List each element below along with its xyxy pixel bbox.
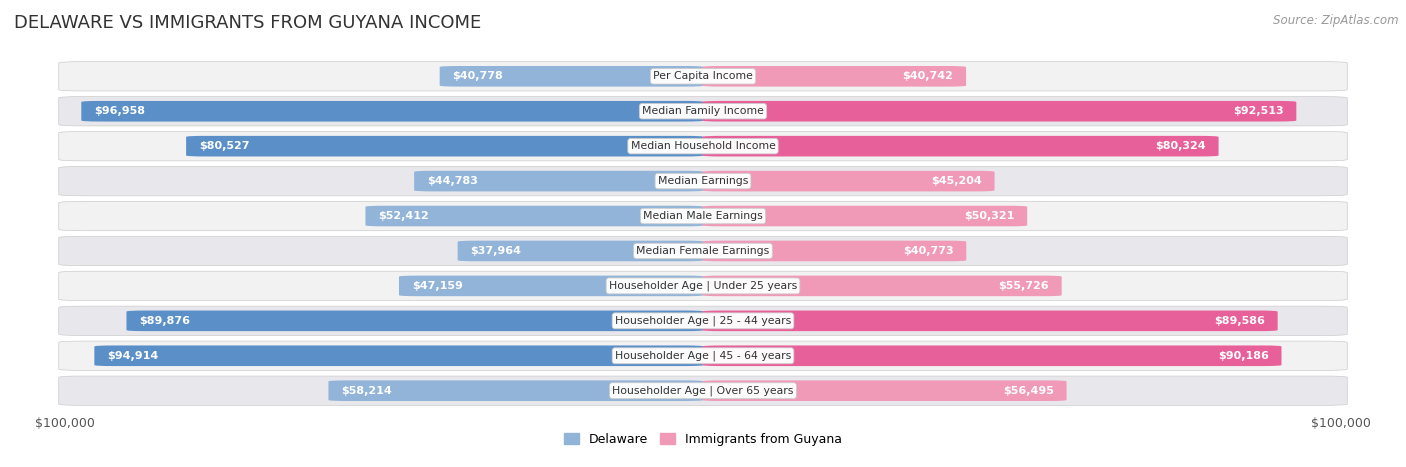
FancyBboxPatch shape [59, 236, 1347, 266]
Text: $45,204: $45,204 [931, 176, 981, 186]
FancyBboxPatch shape [329, 381, 703, 401]
Text: Source: ZipAtlas.com: Source: ZipAtlas.com [1274, 14, 1399, 27]
Text: $90,186: $90,186 [1218, 351, 1268, 361]
FancyBboxPatch shape [703, 381, 1067, 401]
Text: Median Female Earnings: Median Female Earnings [637, 246, 769, 256]
Text: $40,773: $40,773 [903, 246, 953, 256]
Text: $89,876: $89,876 [139, 316, 190, 326]
Text: $96,958: $96,958 [94, 106, 145, 116]
FancyBboxPatch shape [703, 311, 1278, 331]
Text: $80,527: $80,527 [198, 141, 249, 151]
FancyBboxPatch shape [59, 97, 1347, 126]
FancyBboxPatch shape [82, 101, 703, 121]
Text: $52,412: $52,412 [378, 211, 429, 221]
FancyBboxPatch shape [703, 241, 966, 261]
Text: Householder Age | 25 - 44 years: Householder Age | 25 - 44 years [614, 316, 792, 326]
FancyBboxPatch shape [703, 276, 1062, 296]
FancyBboxPatch shape [415, 171, 703, 191]
FancyBboxPatch shape [127, 311, 703, 331]
FancyBboxPatch shape [366, 206, 703, 226]
Text: $58,214: $58,214 [342, 386, 392, 396]
Text: $80,324: $80,324 [1156, 141, 1206, 151]
Text: $89,586: $89,586 [1213, 316, 1265, 326]
Text: $50,321: $50,321 [965, 211, 1015, 221]
Text: $94,914: $94,914 [107, 351, 159, 361]
Text: $40,742: $40,742 [903, 71, 953, 81]
Text: Per Capita Income: Per Capita Income [652, 71, 754, 81]
Text: Householder Age | Over 65 years: Householder Age | Over 65 years [612, 385, 794, 396]
FancyBboxPatch shape [59, 201, 1347, 231]
FancyBboxPatch shape [703, 101, 1296, 121]
FancyBboxPatch shape [703, 171, 994, 191]
FancyBboxPatch shape [59, 132, 1347, 161]
Text: Median Male Earnings: Median Male Earnings [643, 211, 763, 221]
FancyBboxPatch shape [440, 66, 703, 86]
FancyBboxPatch shape [703, 66, 966, 86]
Text: $37,964: $37,964 [471, 246, 522, 256]
Text: DELAWARE VS IMMIGRANTS FROM GUYANA INCOME: DELAWARE VS IMMIGRANTS FROM GUYANA INCOM… [14, 14, 481, 32]
FancyBboxPatch shape [94, 346, 703, 366]
Text: Householder Age | Under 25 years: Householder Age | Under 25 years [609, 281, 797, 291]
Text: $92,513: $92,513 [1233, 106, 1284, 116]
FancyBboxPatch shape [59, 271, 1347, 301]
FancyBboxPatch shape [59, 306, 1347, 335]
FancyBboxPatch shape [703, 346, 1281, 366]
FancyBboxPatch shape [457, 241, 703, 261]
FancyBboxPatch shape [59, 341, 1347, 370]
Text: $40,778: $40,778 [453, 71, 503, 81]
Text: $56,495: $56,495 [1002, 386, 1054, 396]
Text: Median Family Income: Median Family Income [643, 106, 763, 116]
FancyBboxPatch shape [703, 136, 1219, 156]
Text: Median Earnings: Median Earnings [658, 176, 748, 186]
Text: $55,726: $55,726 [998, 281, 1049, 291]
FancyBboxPatch shape [59, 376, 1347, 405]
FancyBboxPatch shape [186, 136, 703, 156]
FancyBboxPatch shape [399, 276, 703, 296]
FancyBboxPatch shape [59, 62, 1347, 91]
FancyBboxPatch shape [59, 166, 1347, 196]
Text: $47,159: $47,159 [412, 281, 463, 291]
FancyBboxPatch shape [703, 206, 1028, 226]
Legend: Delaware, Immigrants from Guyana: Delaware, Immigrants from Guyana [558, 428, 848, 451]
Text: Median Household Income: Median Household Income [630, 141, 776, 151]
Text: $44,783: $44,783 [427, 176, 478, 186]
Text: Householder Age | 45 - 64 years: Householder Age | 45 - 64 years [614, 351, 792, 361]
